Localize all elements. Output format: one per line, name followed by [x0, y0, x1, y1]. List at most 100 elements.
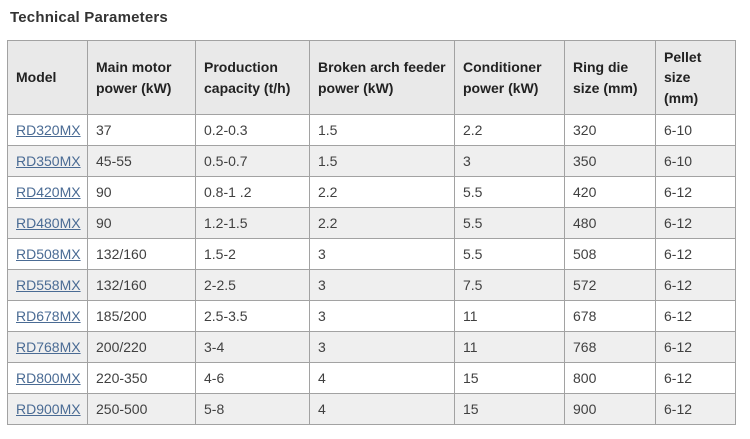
model-link[interactable]: RD558MX	[16, 277, 81, 293]
value-cell: 4	[309, 362, 455, 394]
value-cell: 420	[564, 176, 656, 208]
column-header-main-motor-power: Main motor power (kW)	[87, 40, 196, 115]
model-link[interactable]: RD420MX	[16, 184, 81, 200]
table-row: RD558MX 132/160 2-2.5 3 7.5 572 6-12	[7, 269, 736, 301]
model-cell: RD350MX	[7, 145, 88, 177]
model-link[interactable]: RD350MX	[16, 153, 81, 169]
value-cell: 6-12	[655, 331, 736, 363]
value-cell: 15	[454, 393, 565, 425]
model-cell: RD420MX	[7, 176, 88, 208]
model-cell: RD558MX	[7, 269, 88, 301]
table-row: RD350MX 45-55 0.5-0.7 1.5 3 350 6-10	[7, 145, 736, 177]
value-cell: 7.5	[454, 269, 565, 301]
value-cell: 6-10	[655, 145, 736, 177]
model-cell: RD320MX	[7, 114, 88, 146]
value-cell: 3-4	[195, 331, 310, 363]
value-cell: 480	[564, 207, 656, 239]
value-cell: 37	[87, 114, 196, 146]
value-cell: 2.5-3.5	[195, 300, 310, 332]
value-cell: 800	[564, 362, 656, 394]
model-link[interactable]: RD768MX	[16, 339, 81, 355]
value-cell: 508	[564, 238, 656, 270]
value-cell: 350	[564, 145, 656, 177]
value-cell: 220-350	[87, 362, 196, 394]
value-cell: 2.2	[309, 176, 455, 208]
value-cell: 6-12	[655, 393, 736, 425]
column-header-conditioner-power: Conditioner power (kW)	[454, 40, 565, 115]
table-row: RD508MX 132/160 1.5-2 3 5.5 508 6-12	[7, 238, 736, 270]
value-cell: 6-12	[655, 207, 736, 239]
value-cell: 4-6	[195, 362, 310, 394]
model-link[interactable]: RD320MX	[16, 122, 81, 138]
header-row: Model Main motor power (kW) Production c…	[7, 40, 736, 115]
value-cell: 6-10	[655, 114, 736, 146]
technical-parameters-table: Model Main motor power (kW) Production c…	[7, 40, 736, 425]
value-cell: 5.5	[454, 176, 565, 208]
value-cell: 320	[564, 114, 656, 146]
table-row: RD480MX 90 1.2-1.5 2.2 5.5 480 6-12	[7, 207, 736, 239]
column-header-ring-die-size: Ring die size (mm)	[564, 40, 656, 115]
value-cell: 2.2	[454, 114, 565, 146]
value-cell: 15	[454, 362, 565, 394]
value-cell: 900	[564, 393, 656, 425]
value-cell: 3	[309, 269, 455, 301]
value-cell: 90	[87, 207, 196, 239]
value-cell: 2-2.5	[195, 269, 310, 301]
value-cell: 45-55	[87, 145, 196, 177]
value-cell: 1.2-1.5	[195, 207, 310, 239]
value-cell: 4	[309, 393, 455, 425]
value-cell: 3	[309, 331, 455, 363]
model-link[interactable]: RD900MX	[16, 401, 81, 417]
model-cell: RD678MX	[7, 300, 88, 332]
model-link[interactable]: RD508MX	[16, 246, 81, 262]
value-cell: 11	[454, 331, 565, 363]
table-row: RD768MX 200/220 3-4 3 11 768 6-12	[7, 331, 736, 363]
value-cell: 132/160	[87, 269, 196, 301]
table-header: Model Main motor power (kW) Production c…	[7, 40, 736, 115]
column-header-model: Model	[7, 40, 88, 115]
value-cell: 6-12	[655, 176, 736, 208]
table-body: RD320MX 37 0.2-0.3 1.5 2.2 320 6-10 RD350MX 45-5…	[7, 114, 736, 425]
value-cell: 678	[564, 300, 656, 332]
value-cell: 1.5-2	[195, 238, 310, 270]
page-title: Technical Parameters	[10, 9, 168, 26]
value-cell: 3	[309, 300, 455, 332]
value-cell: 0.8-1 .2	[195, 176, 310, 208]
column-header-broken-arch-feeder-power: Broken arch feeder power (kW)	[309, 40, 455, 115]
value-cell: 132/160	[87, 238, 196, 270]
value-cell: 6-12	[655, 238, 736, 270]
model-cell: RD800MX	[7, 362, 88, 394]
model-cell: RD480MX	[7, 207, 88, 239]
value-cell: 6-12	[655, 362, 736, 394]
value-cell: 90	[87, 176, 196, 208]
value-cell: 572	[564, 269, 656, 301]
model-link[interactable]: RD678MX	[16, 308, 81, 324]
value-cell: 0.5-0.7	[195, 145, 310, 177]
model-cell: RD768MX	[7, 331, 88, 363]
table-row: RD800MX 220-350 4-6 4 15 800 6-12	[7, 362, 736, 394]
value-cell: 185/200	[87, 300, 196, 332]
value-cell: 5-8	[195, 393, 310, 425]
value-cell: 3	[309, 238, 455, 270]
value-cell: 11	[454, 300, 565, 332]
value-cell: 0.2-0.3	[195, 114, 310, 146]
table-row: RD678MX 185/200 2.5-3.5 3 11 678 6-12	[7, 300, 736, 332]
model-cell: RD900MX	[7, 393, 88, 425]
column-header-pellet-size: Pellet size (mm)	[655, 40, 736, 115]
table-row: RD320MX 37 0.2-0.3 1.5 2.2 320 6-10	[7, 114, 736, 146]
value-cell: 200/220	[87, 331, 196, 363]
table-row: RD900MX 250-500 5-8 4 15 900 6-12	[7, 393, 736, 425]
value-cell: 250-500	[87, 393, 196, 425]
value-cell: 6-12	[655, 269, 736, 301]
model-cell: RD508MX	[7, 238, 88, 270]
column-header-production-capacity: Production capacity (t/h)	[195, 40, 310, 115]
model-link[interactable]: RD800MX	[16, 370, 81, 386]
table-row: RD420MX 90 0.8-1 .2 2.2 5.5 420 6-12	[7, 176, 736, 208]
value-cell: 1.5	[309, 114, 455, 146]
model-link[interactable]: RD480MX	[16, 215, 81, 231]
value-cell: 6-12	[655, 300, 736, 332]
value-cell: 3	[454, 145, 565, 177]
value-cell: 768	[564, 331, 656, 363]
value-cell: 5.5	[454, 207, 565, 239]
value-cell: 5.5	[454, 238, 565, 270]
